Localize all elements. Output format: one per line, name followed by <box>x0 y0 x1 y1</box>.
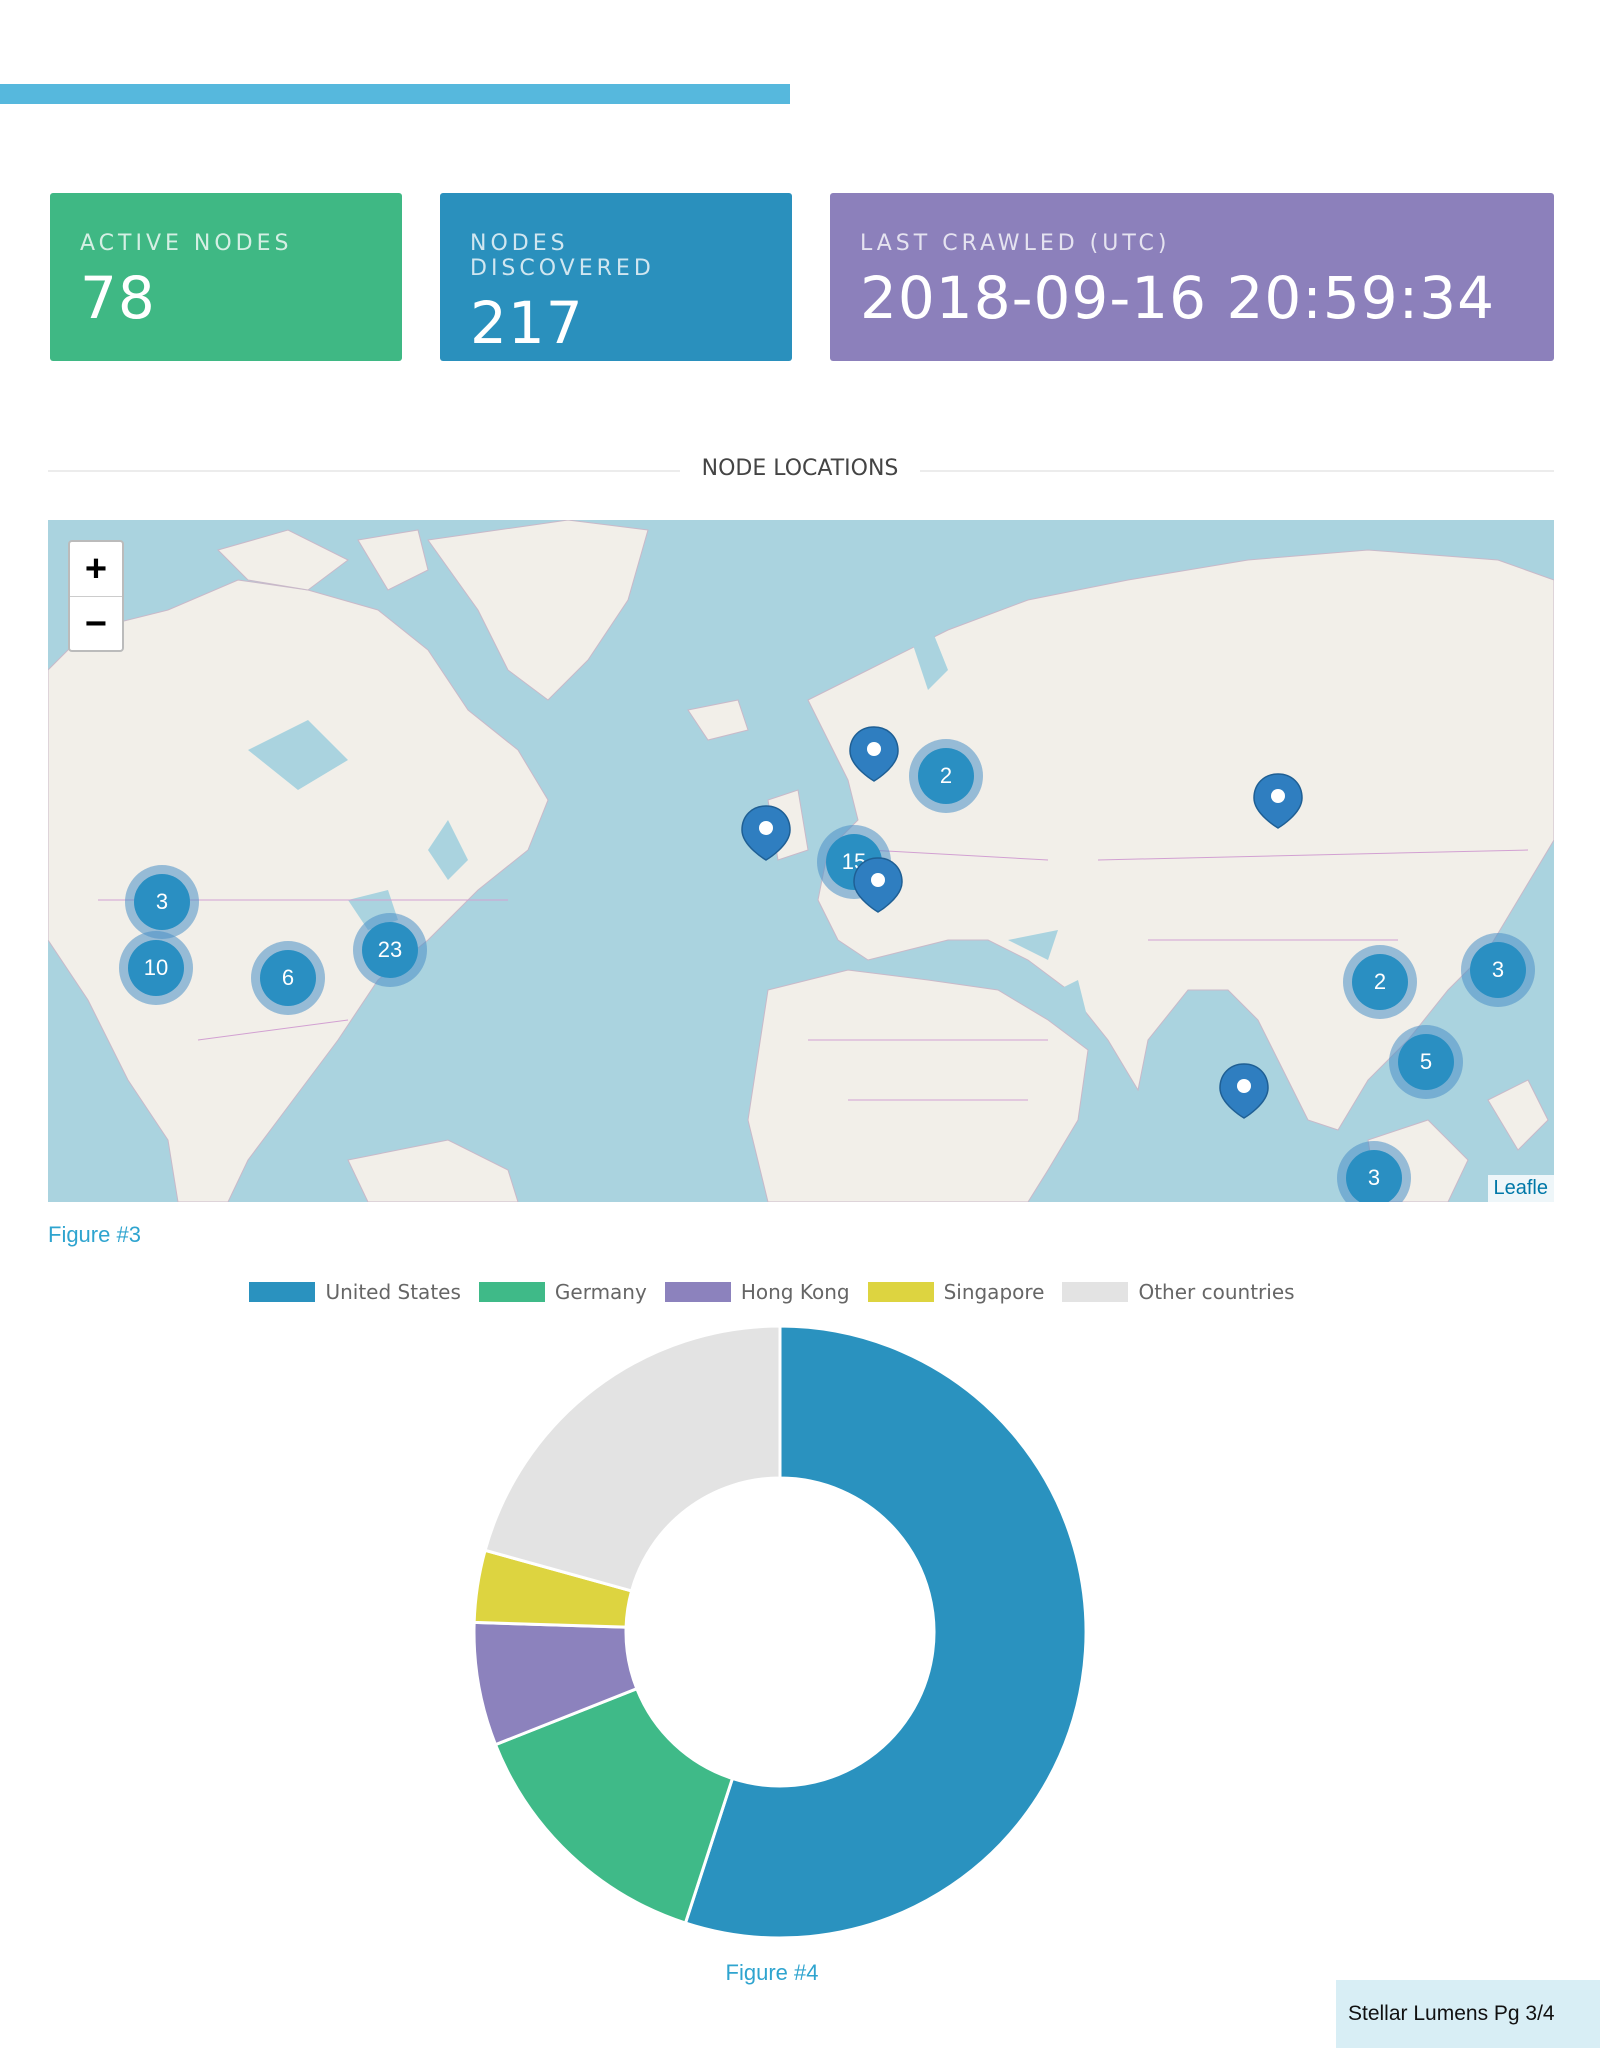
zoom-out-button[interactable]: − <box>84 603 108 645</box>
node-locations-title: NODE LOCATIONS <box>679 456 921 481</box>
chart-legend: United States Germany Hong Kong Singapore Ot… <box>0 1280 1544 1304</box>
header-accent-bar <box>0 84 790 104</box>
nodes-discovered-card: NODES DISCOVERED 217 <box>440 193 792 361</box>
cluster-count: 2 <box>1352 954 1408 1010</box>
legend-label: Other countries <box>1138 1280 1295 1304</box>
nodes-discovered-label: NODES DISCOVERED <box>470 231 655 281</box>
cluster-count: 6 <box>260 950 316 1006</box>
cluster-count: 15 <box>826 834 882 890</box>
map-zoom-control: + − <box>68 540 124 652</box>
map-cluster-marker[interactable]: 3 <box>1461 933 1535 1007</box>
legend-label: Germany <box>554 1280 647 1304</box>
legend-label: Hong Kong <box>740 1280 850 1304</box>
cluster-count: 2 <box>918 748 974 804</box>
last-crawled-card: LAST CRAWLED (UTC) 2018-09-16 20:59:34 <box>830 193 1554 361</box>
map-cluster-marker[interactable]: 15 <box>817 825 891 899</box>
legend-item[interactable]: Other countries <box>1062 1280 1295 1304</box>
section-title-wrap: NODE LOCATIONS <box>0 456 1600 481</box>
node-locations-map[interactable]: 3 10 6 23 15 2 2 3 5 3 + − Leafle <box>48 520 1554 1202</box>
cluster-count: 5 <box>1398 1034 1454 1090</box>
legend-swatch <box>664 1282 731 1302</box>
legend-swatch <box>478 1282 545 1302</box>
legend-swatch <box>1062 1282 1129 1302</box>
map-cluster-marker[interactable]: 6 <box>251 941 325 1015</box>
active-nodes-value: 78 <box>80 264 156 332</box>
page-footer: Stellar Lumens Pg 3/4 <box>1336 1980 1600 2048</box>
last-crawled-label: LAST CRAWLED (UTC) <box>860 231 1171 256</box>
cluster-count: 23 <box>362 922 418 978</box>
last-crawled-value: 2018-09-16 20:59:34 <box>860 264 1495 332</box>
map-cluster-marker[interactable]: 3 <box>125 865 199 939</box>
map-cluster-marker[interactable]: 23 <box>353 913 427 987</box>
map-cluster-marker[interactable]: 2 <box>1343 945 1417 1019</box>
donut-slice-other-countries[interactable] <box>483 1324 782 1593</box>
donut-slice-germany[interactable] <box>493 1686 735 1925</box>
country-donut-chart <box>472 1324 1088 1940</box>
zoom-in-button[interactable]: + <box>70 542 122 597</box>
cluster-count: 3 <box>1346 1150 1402 1202</box>
nodes-discovered-value: 217 <box>470 289 584 357</box>
active-nodes-card: ACTIVE NODES 78 <box>50 193 402 361</box>
map-attribution-link[interactable]: Leafle <box>1487 1175 1554 1202</box>
legend-label: United States <box>325 1280 461 1304</box>
legend-item[interactable]: Singapore <box>867 1280 1045 1304</box>
legend-item[interactable]: Germany <box>478 1280 647 1304</box>
map-cluster-marker[interactable]: 10 <box>119 931 193 1005</box>
cluster-count: 3 <box>134 874 190 930</box>
active-nodes-label: ACTIVE NODES <box>80 231 293 256</box>
figure-3-caption: Figure #3 <box>48 1222 141 1247</box>
figure-4-caption: Figure #4 <box>725 1960 819 1985</box>
cluster-count: 3 <box>1470 942 1526 998</box>
donut-slice-united-states[interactable] <box>683 1324 1088 1940</box>
legend-swatch <box>867 1282 934 1302</box>
map-cluster-marker[interactable]: 2 <box>909 739 983 813</box>
cluster-count: 10 <box>128 940 184 996</box>
legend-label: Singapore <box>943 1280 1045 1304</box>
map-land-layer <box>48 520 1554 1202</box>
map-cluster-marker[interactable]: 5 <box>1389 1025 1463 1099</box>
map-cluster-marker[interactable]: 3 <box>1337 1141 1411 1202</box>
legend-item[interactable]: United States <box>249 1280 461 1304</box>
legend-item[interactable]: Hong Kong <box>664 1280 850 1304</box>
footer-text: Stellar Lumens Pg 3/4 <box>1348 2002 1555 2025</box>
legend-swatch <box>249 1282 316 1302</box>
